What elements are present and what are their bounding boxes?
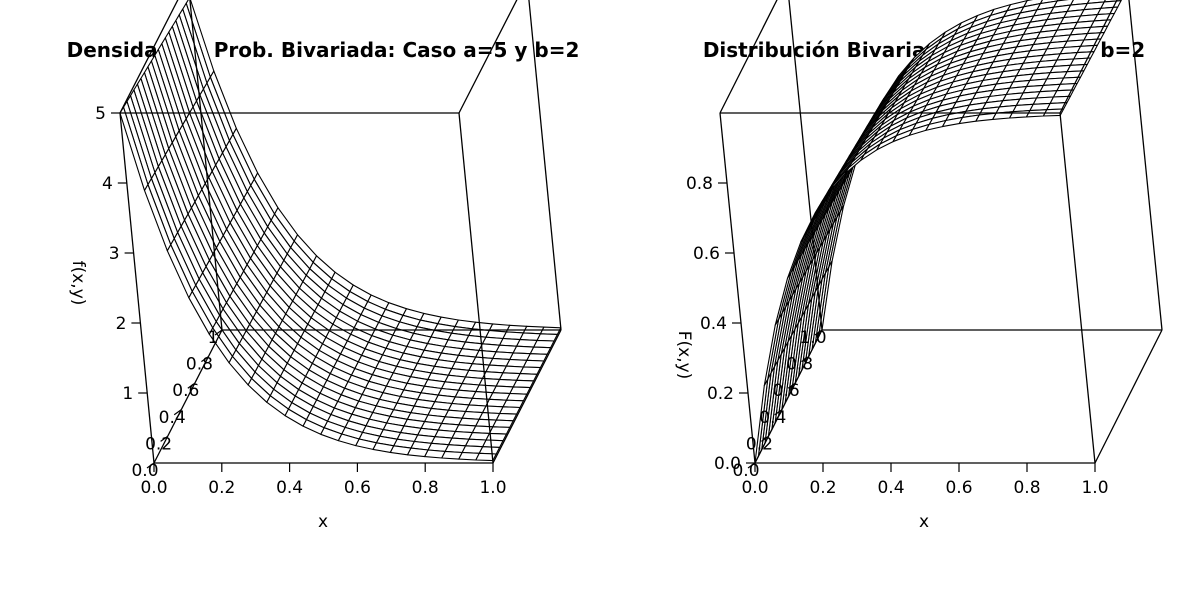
density-surface bbox=[119, 0, 562, 462]
y-tick-mark bbox=[801, 356, 809, 363]
density-chart-title: Densidad de Prob. Bivariada: Caso a=5 y … bbox=[67, 38, 580, 62]
z-tick-label: 0.2 bbox=[707, 384, 734, 404]
distribution-x-axis-label: x bbox=[919, 512, 929, 532]
x-tick-label: 0.4 bbox=[276, 478, 303, 498]
y-tick-label: 1 bbox=[208, 328, 219, 348]
y-tick-label: 0.2 bbox=[145, 434, 172, 454]
y-tick-label: 1.0 bbox=[799, 328, 826, 348]
density-z-axis-label: f(x,y) bbox=[68, 261, 88, 306]
x-tick-label: 0.8 bbox=[412, 478, 439, 498]
y-tick-mark bbox=[761, 435, 769, 442]
z-tick-label: 4 bbox=[102, 174, 113, 194]
density-x-axis-label: x bbox=[318, 512, 328, 532]
box-edge bbox=[458, 112, 494, 464]
y-tick-mark bbox=[774, 409, 783, 416]
y-tick-mark bbox=[187, 382, 196, 389]
y-tick-label: 0.4 bbox=[759, 408, 786, 428]
y-tick-label: 0.0 bbox=[131, 461, 158, 481]
y-tick-mark bbox=[173, 409, 182, 416]
z-tick-label: 5 bbox=[95, 104, 106, 124]
y-tick-label: 0.4 bbox=[159, 408, 186, 428]
density-ticks: 0.0 0.2 0.4 0.6 0.8 1.0 0.0 0.2 0.4 0.6 0.8 1 1 2 3 4 5 bbox=[95, 104, 506, 498]
x-tick-label: 0.4 bbox=[877, 478, 904, 498]
y-tick-mark bbox=[814, 329, 823, 336]
density-chart-panel: Densidad de Prob. Bivariada: Caso a=5 y … bbox=[67, 0, 580, 532]
box-edge bbox=[528, 0, 562, 331]
x-tick-label: 0.2 bbox=[809, 478, 836, 498]
x-tick-label: 0.0 bbox=[741, 478, 768, 498]
box-edge bbox=[754, 329, 823, 464]
box-edge bbox=[1059, 0, 1118, 114]
distribution-surface bbox=[754, 0, 1123, 464]
x-tick-label: 0.8 bbox=[1013, 478, 1040, 498]
z-tick-label: 3 bbox=[109, 244, 120, 264]
y-tick-label: 0.6 bbox=[172, 381, 199, 401]
y-tick-mark bbox=[787, 382, 796, 389]
box-edge bbox=[119, 112, 155, 464]
y-tick-mark bbox=[214, 329, 223, 336]
x-tick-label: 0.6 bbox=[945, 478, 972, 498]
density-box bbox=[119, 0, 562, 464]
x-tick-label: 0.2 bbox=[208, 478, 235, 498]
y-tick-mark bbox=[160, 435, 168, 442]
x-tick-label: 1.0 bbox=[479, 478, 506, 498]
z-tick-label: 1 bbox=[122, 384, 133, 404]
box-edge bbox=[119, 0, 179, 114]
box-edge bbox=[458, 0, 518, 114]
y-tick-label: 0.6 bbox=[773, 381, 800, 401]
box-edge bbox=[719, 112, 756, 464]
y-tick-mark bbox=[146, 462, 155, 469]
distribution-z-axis-label: F(x,y) bbox=[674, 331, 694, 380]
x-tick-label: 1.0 bbox=[1081, 478, 1108, 498]
y-tick-label: 0.8 bbox=[186, 355, 213, 375]
y-tick-label: 0.0 bbox=[732, 461, 759, 481]
z-tick-label: 0.0 bbox=[714, 454, 741, 474]
box-edge bbox=[153, 329, 223, 464]
y-tick-label: 0.2 bbox=[746, 434, 773, 454]
z-tick-label: 0.6 bbox=[693, 244, 720, 264]
z-tick-label: 2 bbox=[116, 314, 127, 334]
z-tick-label: 0.8 bbox=[686, 174, 713, 194]
z-tick-label: 0.4 bbox=[700, 314, 727, 334]
box-edge bbox=[788, 0, 823, 331]
y-tick-mark bbox=[201, 356, 209, 363]
box-edge bbox=[719, 0, 778, 114]
box-edge bbox=[189, 0, 223, 331]
box-edge bbox=[1128, 0, 1163, 331]
distribution-box bbox=[719, 0, 1163, 464]
distribution-chart-panel: Distribución Bivariada: Caso a=5 y b=2 x… bbox=[674, 0, 1163, 532]
y-tick-label: 0.8 bbox=[786, 355, 813, 375]
box-edge bbox=[492, 329, 562, 464]
y-tick-mark bbox=[747, 462, 756, 469]
box-edge bbox=[1094, 329, 1163, 464]
x-tick-label: 0.0 bbox=[140, 478, 167, 498]
box-edge bbox=[1059, 112, 1096, 464]
x-tick-label: 0.6 bbox=[344, 478, 371, 498]
distribution-ticks: 0.0 0.2 0.4 0.6 0.8 1.00.00.20.40.60.81.00.00… bbox=[686, 174, 1109, 498]
